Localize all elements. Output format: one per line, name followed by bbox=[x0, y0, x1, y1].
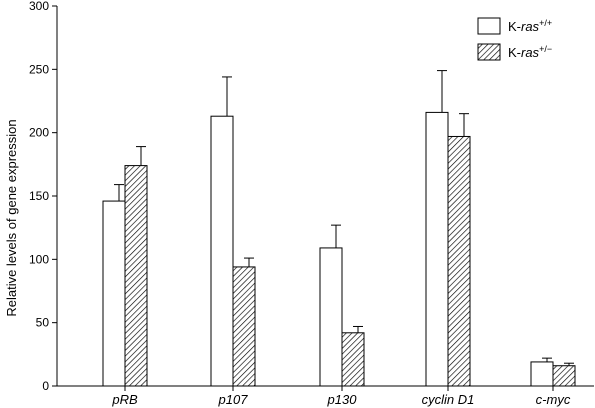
legend-swatch-0 bbox=[477, 17, 501, 35]
category-labels: pRB p107 p130 cyclin D1 c-myc bbox=[111, 392, 570, 407]
legend: K-ras+/+ K-ras+/− bbox=[477, 17, 552, 61]
bar-wildtype-1 bbox=[210, 115, 234, 387]
y-tick-label-200: 200 bbox=[29, 126, 49, 140]
y-tick-label-50: 50 bbox=[36, 316, 50, 330]
legend-label-0: K-ras+/+ bbox=[508, 18, 552, 34]
bar-heterozygous-3 bbox=[447, 135, 471, 387]
y-tick-label-100: 100 bbox=[29, 252, 49, 266]
bar-wildtype-4 bbox=[530, 361, 554, 387]
category-label-3: cyclin D1 bbox=[422, 392, 475, 407]
legend-swatch-1 bbox=[477, 43, 501, 61]
category-label-1: p107 bbox=[218, 392, 249, 407]
bar-wildtype-0 bbox=[102, 200, 126, 387]
legend-label-1: K-ras+/− bbox=[508, 44, 552, 60]
bar-heterozygous-0 bbox=[124, 165, 148, 387]
y-axis-title: Relative levels of gene expression bbox=[4, 119, 19, 316]
bar-heterozygous-4 bbox=[552, 365, 576, 387]
bar-heterozygous-1 bbox=[232, 266, 256, 387]
x-axis bbox=[57, 385, 594, 391]
y-tick-label-250: 250 bbox=[29, 62, 49, 76]
category-label-4: c-myc bbox=[536, 392, 571, 407]
y-tick-label-300: 300 bbox=[29, 0, 49, 13]
y-tick-label-0: 0 bbox=[42, 379, 49, 393]
bars-group bbox=[102, 70, 576, 387]
category-label-0: pRB bbox=[111, 392, 138, 407]
y-tick-label-150: 150 bbox=[29, 189, 49, 203]
bar-heterozygous-2 bbox=[341, 332, 365, 387]
bar-wildtype-2 bbox=[319, 247, 343, 387]
bar-wildtype-3 bbox=[425, 111, 449, 387]
category-label-2: p130 bbox=[327, 392, 358, 407]
y-axis: 0 50 100 150 200 250 300 bbox=[29, 0, 58, 393]
